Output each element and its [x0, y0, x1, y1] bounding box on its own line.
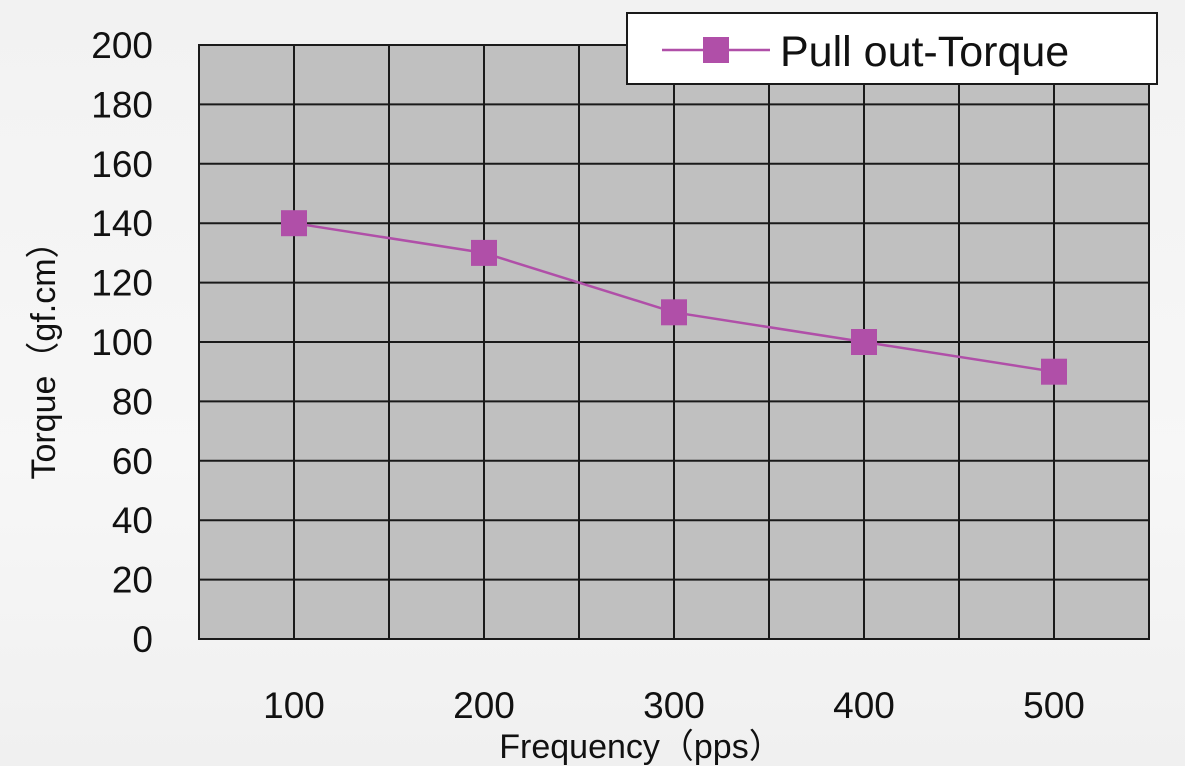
series-layer [281, 210, 1067, 385]
data-point [851, 329, 877, 355]
x-tick-label: 500 [1023, 685, 1085, 726]
y-tick-label: 80 [112, 381, 153, 422]
y-axis-label: Torque（gf.cm） [25, 224, 63, 479]
y-tick-label: 20 [112, 560, 153, 601]
y-tick-label: 140 [91, 203, 153, 244]
y-tick-label: 60 [112, 441, 153, 482]
data-point [281, 210, 307, 237]
y-tick-label: 200 [91, 25, 153, 66]
data-point [471, 239, 497, 266]
y-axis-ticks: 0 20 40 60 80 100 120 140 160 180 200 [91, 25, 153, 660]
y-tick-label: 40 [112, 500, 153, 541]
y-tick-label: 0 [132, 619, 153, 660]
x-tick-label: 300 [643, 685, 705, 726]
x-tick-label: 100 [263, 685, 325, 726]
y-tick-label: 160 [91, 144, 153, 185]
y-tick-label: 120 [91, 263, 153, 304]
data-point [1041, 358, 1067, 385]
x-tick-label: 200 [453, 685, 515, 726]
legend-square-marker-icon [703, 37, 729, 63]
data-point [661, 299, 687, 326]
x-axis-label: Frequency（pps） [499, 728, 782, 766]
x-tick-label: 400 [833, 685, 895, 726]
y-tick-label: 100 [91, 322, 153, 363]
y-tick-label: 180 [91, 84, 153, 125]
x-axis-ticks: 100 200 300 400 500 [263, 685, 1085, 726]
legend: Pull out-Torque [626, 12, 1158, 85]
legend-entry-pull-out-torque: Pull out-Torque [780, 28, 1069, 76]
